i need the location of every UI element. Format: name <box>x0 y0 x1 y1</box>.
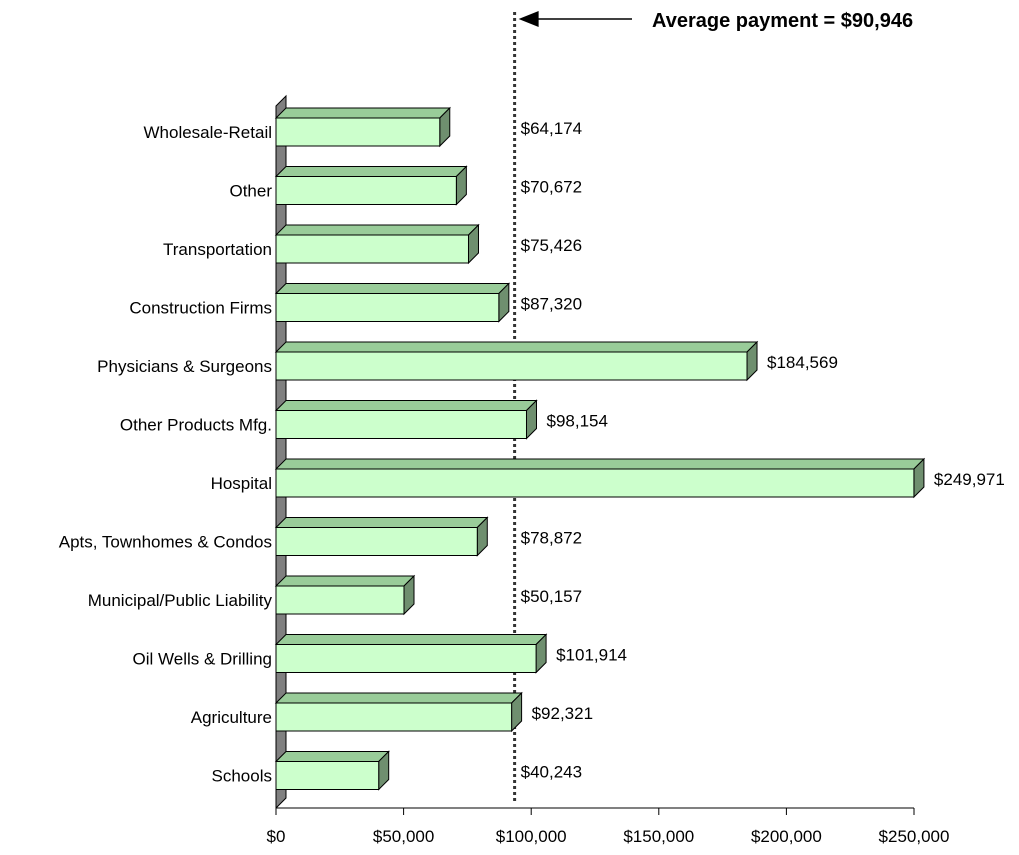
bar-10 <box>274 633 548 674</box>
value-label: $101,914 <box>556 646 627 665</box>
value-label: $70,672 <box>521 178 582 197</box>
bar-top-face <box>274 107 451 119</box>
value-label: $184,569 <box>767 353 838 372</box>
bar-1 <box>274 106 451 148</box>
axis-wall-panel <box>275 94 287 810</box>
bar-top-face <box>274 283 511 294</box>
category-label: Wholesale-Retail <box>144 123 273 142</box>
bar-front-face <box>275 585 405 615</box>
x-tick-label: $0 <box>267 827 286 846</box>
bar-top-face <box>274 575 416 587</box>
bar-front-face <box>275 644 537 673</box>
bar-front-face <box>275 410 527 439</box>
x-axis: $0 $50,000 $100,000 $150,000 $200,000 $250,00… <box>267 807 950 846</box>
bar-top-face <box>274 517 489 528</box>
bar-8 <box>274 516 489 557</box>
category-label: Municipal/Public Liability <box>88 591 273 610</box>
bar-front-face <box>275 293 500 322</box>
annotation-arrowhead <box>518 11 539 27</box>
bar-front-face <box>275 117 441 147</box>
bar-front-face <box>275 761 380 790</box>
bar-front-face <box>275 234 469 264</box>
x-tick-label: $50,000 <box>373 827 434 846</box>
category-label: Other Products Mfg. <box>120 416 272 435</box>
category-labels: Wholesale-Retail Other Transportation Const… <box>59 123 273 786</box>
reference-line-group: Average payment = $90,946 <box>513 10 913 802</box>
bar-top-face <box>274 634 548 645</box>
bar-5 <box>274 340 759 382</box>
bar-top-face <box>274 751 390 762</box>
value-label: $50,157 <box>521 587 582 606</box>
annotation-label: Average payment = $90,946 <box>652 10 913 32</box>
value-label: $78,872 <box>521 529 582 548</box>
bar-top-face <box>274 692 523 704</box>
bar-7 <box>274 457 926 499</box>
bar-2 <box>274 165 468 206</box>
bars <box>274 106 926 791</box>
value-label: $249,971 <box>934 470 1005 489</box>
category-label: Transportation <box>163 240 272 259</box>
bar-12 <box>274 750 390 791</box>
category-label: Construction Firms <box>129 299 272 318</box>
bar-top-face <box>274 341 759 353</box>
bar-front-face <box>275 527 478 556</box>
x-tick-label: $150,000 <box>623 827 694 846</box>
bar-front-face <box>275 468 915 498</box>
value-label: $87,320 <box>521 295 582 314</box>
category-label: Hospital <box>211 474 272 493</box>
bar-top-face <box>274 458 926 470</box>
bar-front-face <box>275 702 513 732</box>
bar-4 <box>274 282 511 323</box>
category-label: Agriculture <box>191 708 272 727</box>
bar-11 <box>274 691 523 733</box>
axis-wall <box>275 94 287 810</box>
value-label: $92,321 <box>532 704 593 723</box>
bar-6 <box>274 399 538 440</box>
bar-top-face <box>274 224 480 236</box>
value-label: $75,426 <box>521 236 582 255</box>
x-tick-label: $100,000 <box>496 827 567 846</box>
x-tick-label: $250,000 <box>879 827 950 846</box>
bar-top-face <box>274 400 538 411</box>
bar-3 <box>274 223 480 265</box>
category-label: Apts, Townhomes & Condos <box>59 533 272 552</box>
category-label: Oil Wells & Drilling <box>133 650 273 669</box>
value-labels: $64,174 $70,672 $75,426 $87,320 $184,569 $98,… <box>521 119 1005 782</box>
value-label: $98,154 <box>546 412 607 431</box>
category-label: Schools <box>212 767 272 786</box>
bar-9 <box>274 574 416 616</box>
value-label: $64,174 <box>521 119 582 138</box>
bar-top-face <box>274 166 468 177</box>
x-tick-label: $200,000 <box>751 827 822 846</box>
category-label: Physicians & Surgeons <box>97 357 272 376</box>
category-label: Other <box>229 182 272 201</box>
value-label: $40,243 <box>521 763 582 782</box>
bar-front-face <box>275 351 748 381</box>
bar-front-face <box>275 176 457 205</box>
